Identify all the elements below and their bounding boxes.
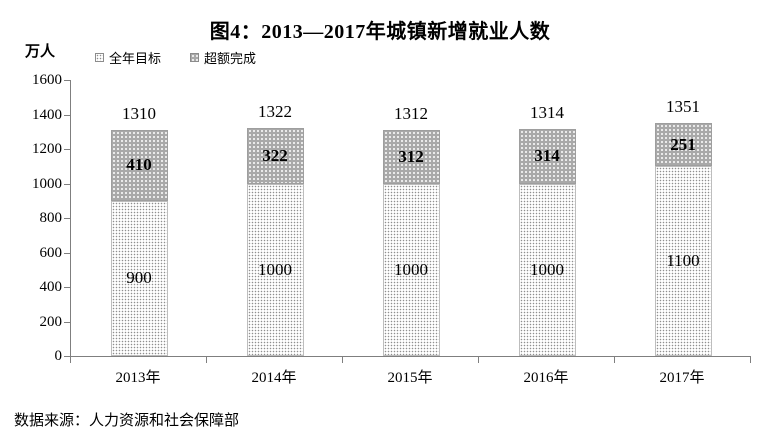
bar-segment-target-value: 1100	[666, 251, 700, 271]
y-tick-label: 1000	[32, 175, 62, 192]
bar-total-label: 1312	[394, 103, 428, 123]
bar-segment-exceed-value: 322	[262, 145, 288, 165]
y-tick-label: 400	[39, 279, 63, 295]
legend-item-target: 全年目标	[95, 48, 161, 67]
bar-segment-target-value: 900	[126, 268, 152, 288]
chart-title: 图4：2013—2017年城镇新增就业人数	[209, 21, 551, 43]
bar-total-label: 1322	[258, 101, 292, 121]
y-tick-label: 200	[39, 313, 63, 330]
y-tick-label: 600	[39, 244, 63, 261]
bar-segment-target-value: 1000	[394, 259, 428, 279]
bar-segment-target: 1000	[246, 183, 304, 356]
bar-segment-target: 900	[110, 200, 168, 356]
bar-segment-exceed: 410	[110, 130, 168, 201]
y-tick	[64, 114, 70, 116]
bar-segment-target-value: 1000	[258, 259, 292, 279]
y-tick-label: 0	[54, 348, 63, 364]
x-category-label: 2016年	[523, 370, 569, 386]
y-tick-label: 1600	[32, 72, 62, 88]
x-tick	[614, 357, 615, 363]
legend-swatch-exceed-icon	[190, 53, 200, 62]
y-tick	[64, 356, 70, 357]
bar-total-label: 1314	[530, 103, 564, 123]
bar-total-label: 1310	[122, 104, 156, 124]
plot-area: 900 410 1310 1000 322 1322 1000 312 1312 1000 314 1…	[70, 80, 751, 357]
y-tick-label: 1200	[32, 141, 62, 157]
x-category-label: 2017年	[659, 370, 705, 386]
x-tick	[478, 357, 479, 363]
bar-segment-exceed: 322	[246, 127, 304, 184]
source-note: 数据来源：人力资源和社会保障部	[14, 413, 240, 429]
y-tick	[64, 183, 70, 185]
bar-segment-exceed-value: 251	[670, 134, 696, 154]
bar-total-label: 1351	[666, 96, 700, 116]
y-tick	[64, 287, 70, 288]
x-tick	[750, 357, 751, 363]
y-tick-label: 1400	[32, 106, 62, 123]
legend-label-exceed: 超额完成	[204, 51, 257, 66]
bar-segment-exceed-value: 314	[534, 146, 560, 166]
bar-segment-exceed-value: 312	[398, 146, 424, 166]
y-tick	[64, 218, 70, 219]
x-tick	[70, 357, 71, 363]
legend-swatch-target-icon	[95, 53, 104, 62]
y-tick	[64, 321, 70, 323]
bar-segment-target: 1000	[518, 183, 576, 356]
legend: 全年目标 超额完成	[95, 48, 256, 67]
y-tick	[64, 80, 70, 81]
y-axis-unit-label: 万人	[25, 44, 56, 60]
x-category-label: 2013年	[115, 370, 161, 386]
y-tick	[64, 252, 70, 254]
bar-segment-exceed: 314	[518, 129, 576, 184]
legend-label-target: 全年目标	[109, 51, 162, 66]
x-category-label: 2015年	[387, 370, 433, 386]
bar-segment-exceed: 312	[382, 129, 440, 184]
x-tick	[206, 357, 207, 363]
y-tick-label: 800	[39, 210, 63, 226]
legend-item-exceed: 超额完成	[190, 48, 256, 67]
bar-segment-target: 1100	[654, 166, 712, 356]
bar-segment-exceed-value: 410	[126, 155, 152, 175]
bar-segment-exceed: 251	[654, 122, 712, 167]
bar-segment-target: 1000	[382, 183, 440, 356]
x-category-label: 2014年	[251, 370, 297, 386]
bar-segment-target-value: 1000	[530, 259, 564, 279]
y-tick	[64, 149, 70, 150]
x-tick	[342, 357, 343, 363]
